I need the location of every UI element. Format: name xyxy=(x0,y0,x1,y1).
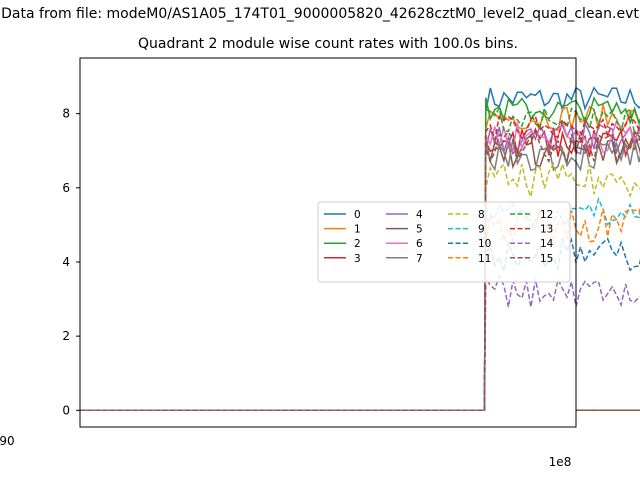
legend-label: 13 xyxy=(540,224,553,236)
series-line-8 xyxy=(80,161,640,412)
x-tick-label: 4.29890 xyxy=(0,434,15,448)
figure-suptitle-wrap: Data from file: modeM0/AS1A05_174T01_900… xyxy=(0,0,640,30)
y-tick-label: 0 xyxy=(62,403,70,417)
legend-label: 0 xyxy=(354,209,361,221)
legend-label: 9 xyxy=(478,224,485,236)
legend-label: 12 xyxy=(540,209,553,221)
legend-label: 7 xyxy=(416,253,423,265)
legend-label: 10 xyxy=(478,238,491,250)
y-tick-label: 6 xyxy=(62,181,70,195)
legend-label: 3 xyxy=(354,253,361,265)
plot-frame xyxy=(79,57,577,428)
figure-suptitle: Data from file: modeM0/AS1A05_174T01_900… xyxy=(1,6,639,22)
legend-label: 5 xyxy=(416,224,423,236)
legend-label: 6 xyxy=(416,238,423,250)
series-line-14 xyxy=(80,274,640,412)
legend-label: 11 xyxy=(478,253,491,265)
y-tick-label: 4 xyxy=(62,255,70,269)
legend-label: 1 xyxy=(354,224,361,236)
x-axis: 4.298904.298954.299004.299054.29910 xyxy=(0,434,15,448)
chart-title: Quadrant 2 module wise count rates with … xyxy=(138,36,518,52)
y-axis: 0 2 4 6 8 xyxy=(62,107,80,417)
legend-label: 15 xyxy=(540,253,553,265)
legend-label: 2 xyxy=(354,238,361,250)
legend-label: 14 xyxy=(540,238,554,250)
legend-box xyxy=(317,201,571,283)
x-offset-text: 1e8 xyxy=(549,455,572,469)
y-tick-label: 2 xyxy=(62,329,70,343)
y-tick-label: 8 xyxy=(62,107,70,121)
legend-label: 8 xyxy=(478,209,485,221)
legend-label: 4 xyxy=(416,209,423,221)
